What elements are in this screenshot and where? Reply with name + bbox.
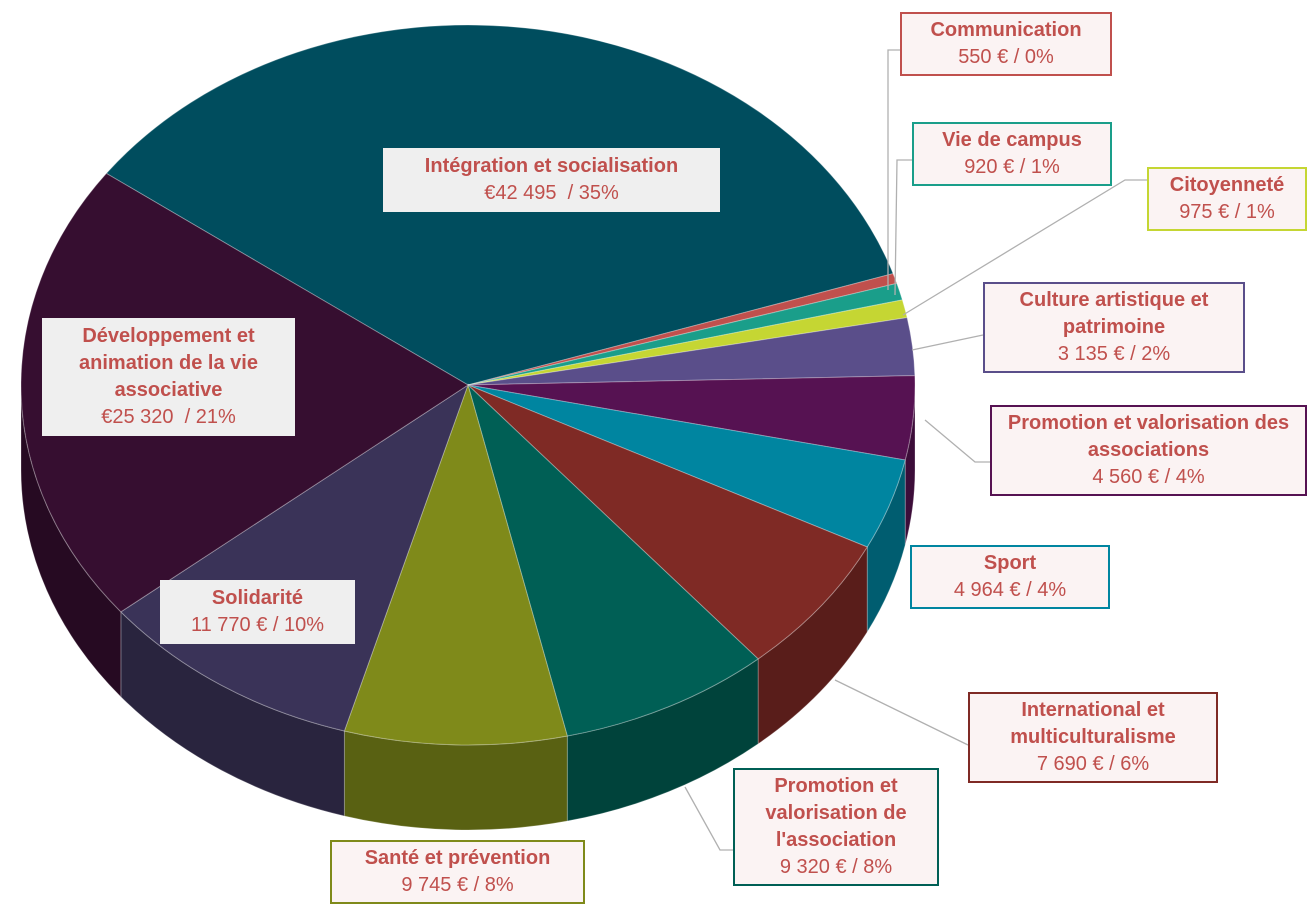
label-name: Promotion et valorisation des associatio…: [1007, 412, 1290, 461]
data-label: Culture artistique et patrimoine 3 135 € …: [983, 282, 1245, 373]
label-value: €42 495 / 35%: [484, 182, 619, 204]
slice: [120, 383, 469, 732]
label-name: Sport: [983, 552, 1037, 574]
label-value: 4 964 € / 4%: [953, 579, 1067, 601]
data-label: Intégration et socialisation €42 495 / 35…: [383, 148, 720, 212]
label-name: International et multiculturalisme: [1010, 699, 1176, 748]
label-name: Culture artistique et patrimoine: [1019, 289, 1209, 338]
label-value: 550 € / 0%: [958, 46, 1054, 68]
label-name: Développement et animation de la vie ass…: [79, 325, 258, 401]
label-value: 3 135 € / 2%: [1057, 343, 1171, 365]
slice: [467, 383, 759, 737]
slice: [467, 299, 908, 386]
slice: [467, 282, 903, 386]
data-label: Promotion et valorisation de l'associati…: [733, 768, 939, 886]
label-name: Citoyenneté: [1169, 174, 1285, 196]
slice-side: [343, 730, 568, 831]
data-label: Communication 550 € / 0%: [900, 12, 1112, 76]
label-name: Intégration et socialisation: [424, 155, 679, 177]
slice: [467, 384, 868, 660]
label-value: 4 560 € / 4%: [1092, 466, 1205, 488]
label-value: 7 690 € / 6%: [1036, 753, 1150, 775]
label-name: Promotion et valorisation de l'associati…: [765, 775, 907, 851]
leader-line: [684, 786, 733, 851]
label-value: 11 770 € / 10%: [190, 614, 325, 636]
leader-line: [887, 49, 900, 290]
data-label: Solidarité 11 770 € / 10%: [160, 580, 355, 644]
label-name: Communication: [930, 19, 1082, 41]
data-label: Promotion et valorisation des associatio…: [990, 405, 1307, 496]
data-label: Santé et prévention 9 745 € / 8%: [330, 840, 585, 904]
slice: [467, 384, 906, 548]
data-label: Développement et animation de la vie ass…: [42, 318, 295, 436]
leader-line: [894, 159, 912, 296]
data-label: Citoyenneté 975 € / 1%: [1147, 167, 1307, 231]
slice: [343, 383, 568, 746]
leader-line: [834, 679, 969, 746]
leader-line: [911, 334, 984, 351]
data-label: Sport 4 964 € / 4%: [910, 545, 1110, 609]
leader-line: [924, 419, 990, 463]
label-value: €25 320 / 21%: [101, 406, 236, 428]
leader-line: [902, 179, 1147, 316]
label-value: 9 745 € / 8%: [401, 874, 514, 896]
data-label: Vie de campus 920 € / 1%: [912, 122, 1112, 186]
label-name: Vie de campus: [942, 129, 1082, 151]
label-value: 975 € / 1%: [1179, 201, 1275, 223]
label-value: 9 320 € / 8%: [779, 856, 893, 878]
label-name: Santé et prévention: [364, 847, 551, 869]
data-label: International et multiculturalisme 7 690 …: [968, 692, 1218, 783]
slice: [467, 317, 916, 386]
label-name: Solidarité: [211, 587, 304, 609]
label-value: 920 € / 1%: [964, 156, 1060, 178]
slice: [467, 375, 916, 461]
